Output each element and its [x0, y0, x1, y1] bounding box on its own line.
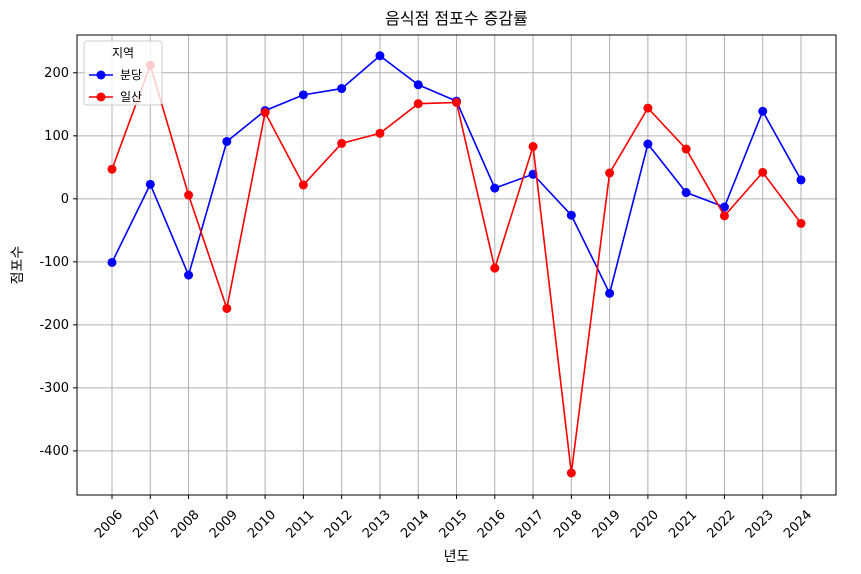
legend-marker: [96, 70, 106, 80]
data-point: [337, 138, 347, 148]
data-point: [337, 84, 347, 94]
data-point: [375, 51, 385, 61]
x-tick-label: 2018: [551, 507, 585, 541]
chart-title: 음식점 점포수 증감률: [385, 9, 528, 28]
data-point: [605, 168, 615, 178]
data-point: [145, 179, 155, 189]
data-point: [796, 218, 806, 228]
legend-marker: [96, 92, 106, 102]
data-point: [184, 190, 194, 200]
x-tick-label: 2010: [245, 507, 279, 541]
x-tick-label: 2023: [743, 507, 777, 541]
y-tick-label: -200: [39, 318, 69, 333]
data-point: [566, 468, 576, 478]
data-point: [681, 188, 691, 198]
data-point: [184, 270, 194, 280]
legend-title: 지역: [112, 46, 134, 60]
data-point: [490, 263, 500, 273]
data-point: [719, 202, 729, 212]
x-tick-label: 2016: [475, 507, 509, 541]
data-point: [681, 144, 691, 154]
data-point: [490, 183, 500, 193]
data-point: [222, 303, 232, 313]
data-point: [222, 136, 232, 146]
legend-label: 일산: [120, 90, 142, 104]
y-axis-label: 점포수: [10, 246, 26, 285]
x-tick-label: 2022: [704, 507, 738, 541]
x-tick-label: 2015: [437, 507, 471, 541]
data-point: [452, 97, 461, 107]
y-tick-label: 0: [61, 192, 69, 207]
x-tick-label: 2013: [360, 507, 394, 541]
data-point: [107, 164, 117, 174]
y-tick-label: -100: [39, 255, 69, 270]
x-tick-label: 2014: [398, 507, 432, 541]
legend-label: 분당: [120, 68, 142, 82]
x-tick-label: 2011: [283, 507, 317, 541]
data-point: [605, 288, 615, 298]
y-tick-label: 100: [44, 129, 69, 144]
data-point: [719, 211, 729, 221]
data-point: [298, 180, 308, 190]
data-point: [758, 106, 768, 116]
data-point: [413, 80, 423, 90]
x-tick-label: 2009: [207, 507, 241, 541]
data-point: [566, 210, 576, 220]
series-2: [107, 60, 806, 478]
data-point: [643, 139, 653, 149]
data-point: [260, 108, 270, 118]
x-tick-label: 2006: [92, 507, 126, 541]
x-axis-label: 년도: [444, 549, 470, 565]
data-point: [413, 99, 423, 109]
y-tick-label: -400: [39, 444, 69, 459]
axis-ticks: 2006 2007 2008 2009 2010 2011 2012 2013 2014 2015…: [39, 66, 815, 542]
data-point: [528, 142, 538, 152]
x-tick-label: 2019: [590, 507, 624, 541]
x-tick-label: 2020: [628, 507, 662, 541]
data-point: [107, 257, 117, 267]
x-tick-label: 2012: [322, 507, 356, 541]
data-point: [758, 167, 768, 177]
y-tick-label: -300: [39, 381, 69, 396]
x-tick-label: 2007: [130, 507, 164, 541]
x-tick-label: 2017: [513, 507, 547, 541]
data-point: [298, 90, 308, 100]
data-point: [796, 175, 806, 185]
x-tick-label: 2024: [781, 507, 815, 541]
y-tick-label: 200: [44, 66, 69, 81]
legend-box: [83, 40, 163, 106]
x-tick-label: 2021: [666, 507, 700, 541]
series-layer: [107, 51, 806, 478]
data-point: [643, 103, 653, 113]
grid: [77, 35, 836, 495]
data-point: [375, 128, 385, 138]
x-tick-label: 2008: [169, 507, 203, 541]
